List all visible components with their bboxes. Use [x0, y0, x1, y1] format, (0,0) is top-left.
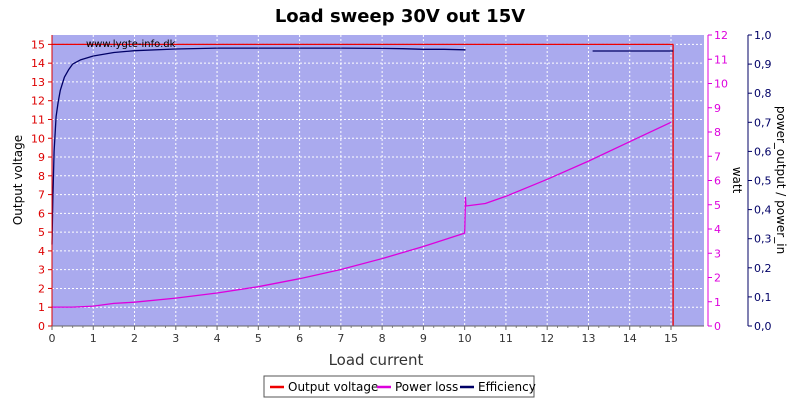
efficiency-tick-label: 0,2	[754, 262, 772, 275]
efficiency-tick-label: 0,5	[754, 175, 772, 188]
series-power-loss-line	[52, 121, 672, 308]
left-tick-label: 9	[38, 151, 45, 164]
efficiency-axis: 0,0 0,1 0,2 0,3 0,4 0,5 0,6 0,7 0,8 0,9 1,0	[747, 29, 772, 333]
watt-tick-label: 4	[714, 223, 721, 236]
x-tick-label: 12	[540, 332, 554, 345]
x-tick-label: 10	[458, 332, 472, 345]
watt-tick-label: 6	[714, 175, 721, 188]
x-tick-label: 15	[664, 332, 678, 345]
x-tick-label: 7	[337, 332, 344, 345]
series-output-voltage-line	[52, 43, 674, 326]
left-tick-label: 6	[38, 207, 45, 220]
watt-tick-label: 3	[714, 247, 721, 260]
watt-axis-title: watt	[730, 167, 744, 194]
legend: Output voltage Power loss Efficiency	[263, 375, 536, 398]
legend-box	[263, 375, 535, 398]
plot-area	[52, 35, 704, 326]
x-tick-label: 2	[131, 332, 138, 345]
x-tick-label: 11	[499, 332, 513, 345]
watt-tick-label: 0	[714, 320, 721, 333]
efficiency-tick-label: 0,4	[754, 204, 772, 217]
watermark: www.lygte-info.dk	[86, 39, 176, 50]
x-tick-label: 8	[379, 332, 386, 345]
x-tick-label: 0	[49, 332, 56, 345]
x-tick-label: 14	[623, 332, 637, 345]
efficiency-tick-label: 0,3	[754, 233, 772, 246]
left-tick-label: 14	[31, 57, 45, 70]
left-tick-label: 1	[38, 301, 45, 314]
efficiency-tick-label: 0,0	[754, 320, 772, 333]
left-tick-label: 4	[38, 245, 45, 258]
left-axis-title: Output voltage	[11, 135, 25, 225]
chart-title: Load sweep 30V out 15V	[275, 6, 525, 27]
watt-tick-label: 12	[714, 29, 728, 42]
watt-tick-label: 8	[714, 126, 721, 139]
watt-tick-label: 1	[714, 296, 721, 309]
left-tick-label: 13	[31, 76, 45, 89]
legend-label-output-voltage: Output voltage	[288, 380, 378, 394]
left-tick-label: 2	[38, 282, 45, 295]
legend-label-power-loss: Power loss	[395, 380, 458, 394]
x-tick-label: 3	[172, 332, 179, 345]
watt-tick-label: 9	[714, 102, 721, 115]
left-tick-label: 3	[38, 264, 45, 277]
left-tick-label: 12	[31, 95, 45, 108]
legend-label-efficiency: Efficiency	[478, 380, 536, 394]
x-tick-label: 9	[420, 332, 427, 345]
watt-tick-label: 11	[714, 53, 728, 66]
efficiency-tick-label: 0,6	[754, 145, 772, 158]
efficiency-tick-label: 0,9	[754, 58, 772, 71]
series-layer	[51, 43, 674, 326]
left-tick-label: 10	[31, 132, 45, 145]
efficiency-tick-label: 0,1	[754, 291, 772, 304]
watt-tick-label: 2	[714, 272, 721, 285]
watt-tick-label: 7	[714, 150, 721, 163]
left-tick-label: 11	[31, 113, 45, 126]
efficiency-tick-label: 0,7	[754, 116, 772, 129]
efficiency-tick-label: 1,0	[754, 29, 772, 42]
watt-tick-label: 5	[714, 199, 721, 212]
x-tick-label: 4	[214, 332, 221, 345]
watt-tick-label: 10	[714, 78, 728, 91]
x-tick-label: 1	[90, 332, 97, 345]
x-tick-label: 6	[296, 332, 303, 345]
left-tick-label: 5	[38, 226, 45, 239]
x-tick-label: 13	[581, 332, 595, 345]
series-efficiency-line	[51, 47, 466, 245]
left-tick-label: 0	[38, 320, 45, 333]
efficiency-tick-label: 0,8	[754, 87, 772, 100]
x-axis-title: Load current	[329, 351, 424, 369]
left-tick-label: 15	[31, 38, 45, 51]
efficiency-axis-title: power_output / power_in	[774, 106, 788, 254]
left-tick-label: 8	[38, 170, 45, 183]
x-axis: 0 1 2 3 4 5 6 7 8 9 10 11 12 13 14 15	[49, 325, 704, 345]
x-tick-label: 5	[255, 332, 262, 345]
left-tick-label: 7	[38, 189, 45, 202]
